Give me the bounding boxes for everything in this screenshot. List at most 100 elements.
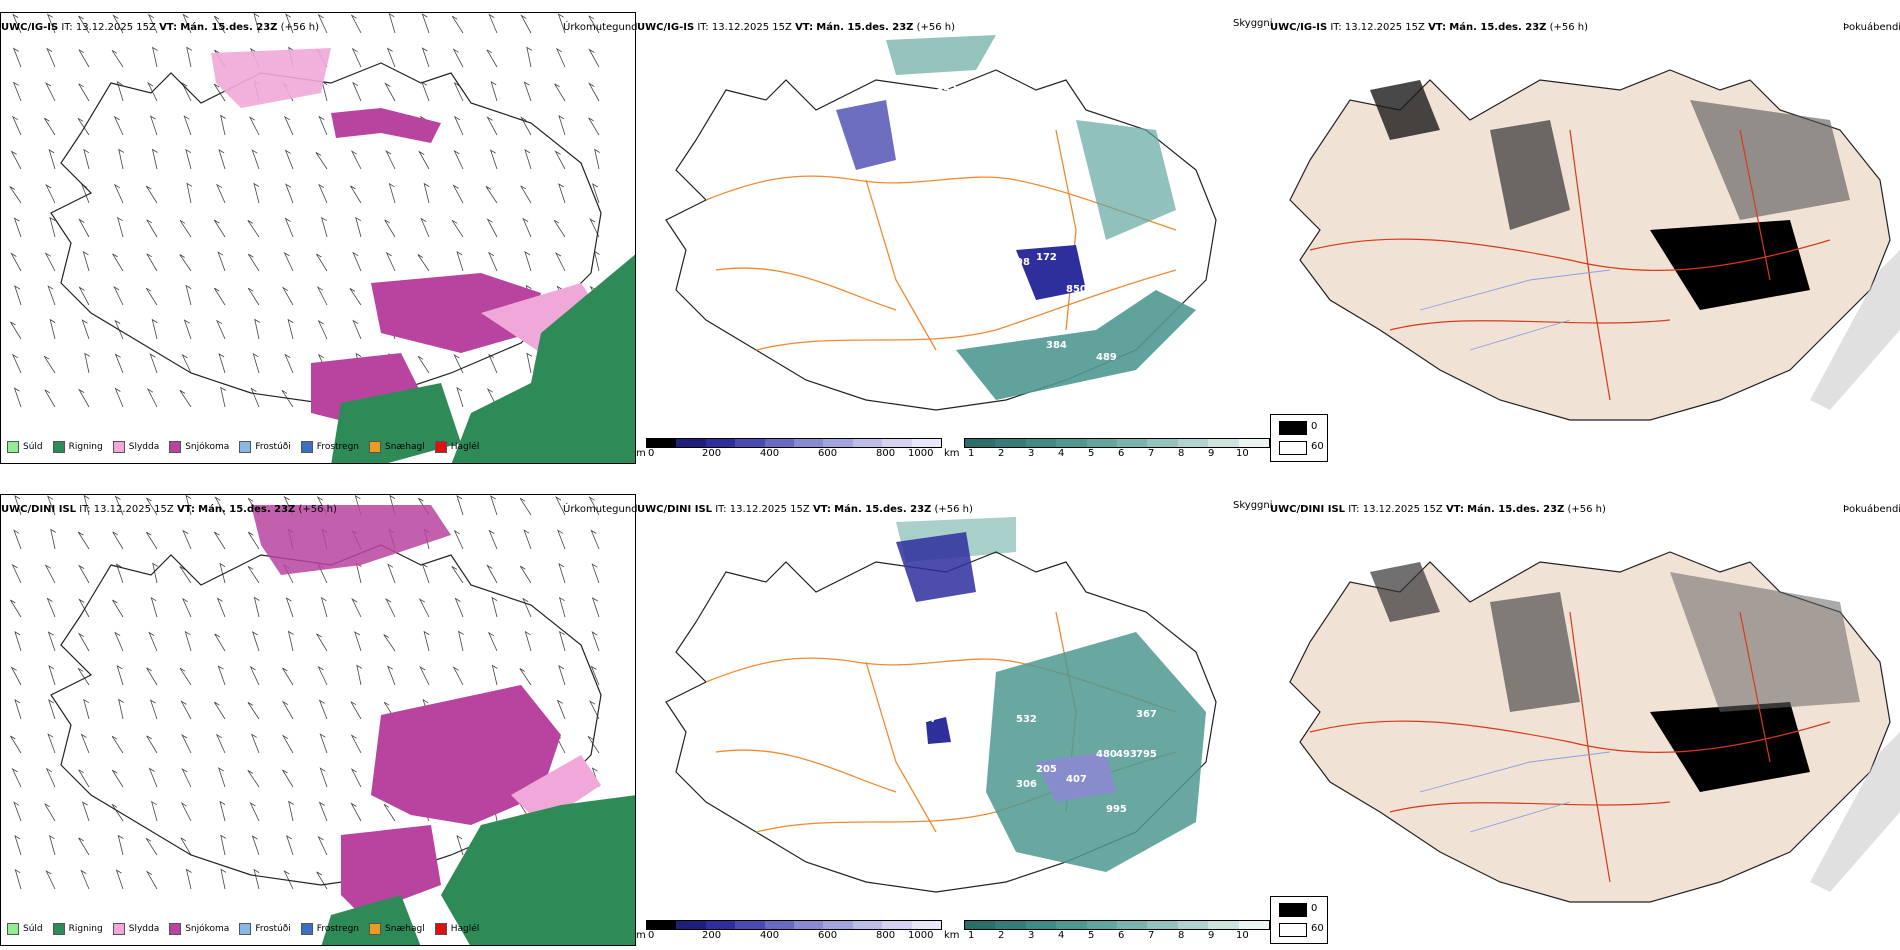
wind-barb [78,769,90,788]
vt-label: VT: [812,504,831,515]
visibility-value-label: 489 [1096,352,1117,363]
wind-barb [46,13,56,34]
legend-label: Frostúði [255,442,291,452]
wind-barb [588,117,600,136]
wind-barb [111,769,124,788]
wind-barb [385,150,396,170]
colorbar-segment [1117,439,1148,447]
wind-barb [148,631,158,652]
lead-time: (+56 h) [934,504,973,515]
wind-barb [114,631,124,652]
wind-barb [14,699,22,720]
wind-barb [220,386,226,408]
wind-barb [216,597,226,618]
wind-barb [149,115,158,136]
wind-barb [519,497,532,516]
wind-barb [220,868,227,890]
fog-dark [1490,120,1570,230]
wind-barb [247,253,260,272]
wind-barb [214,633,226,652]
legend-item: Súld [7,923,43,935]
wind-barb [150,596,158,618]
tick-label: 7 [1148,448,1155,459]
visibility-value-label: 407 [1066,774,1087,785]
wind-barb [519,668,532,686]
wind-barb [145,287,158,306]
wind-barb [317,835,328,856]
wind-barb [14,631,22,652]
wind-barb [555,496,566,516]
wind-barb [253,596,260,618]
visibility-value-label: 480 [1096,749,1117,760]
wind-barb [112,14,124,34]
wind-barb [421,563,430,584]
wind-barb [14,835,22,856]
blue-low-vis [1036,752,1116,802]
tick-label: 0 [648,448,655,459]
visibility-value-label: 493 [1116,749,1137,760]
teal-low-vis [1076,120,1176,240]
legend-item: Frostúði [239,923,291,935]
wind-barb [44,803,56,822]
colorbar-segment [794,439,824,447]
wind-barb [77,632,90,652]
colorbar-segment [705,921,736,929]
wind-barb [185,495,192,516]
wind-barb [355,216,362,238]
colorbar-segment [965,921,996,929]
wind-barb [49,216,56,238]
wind-barb [524,630,532,652]
wind-barb [417,355,430,374]
wind-barb [249,801,260,822]
colorbar-segment [1025,921,1057,929]
wind-barb [147,82,158,102]
wind-barb [115,869,124,890]
sleet-area [481,283,601,353]
wind-barb [420,217,430,238]
wind-barb [588,496,600,516]
wind-barb [253,868,260,890]
wind-barb [452,666,464,686]
snow-area [311,353,421,423]
tick-label: 3 [1028,930,1035,941]
wind-barb [383,634,396,652]
wind-barb [281,734,294,754]
wind-barb [147,13,158,34]
fog-map-top [1289,69,1900,421]
wind-barb [213,83,226,102]
colorbar-segment [647,439,677,447]
snow-area [371,685,561,825]
wind-barb [419,665,430,686]
wind-barb [454,597,464,618]
wind-barb [417,254,430,272]
wind-barb [288,800,294,822]
wind-barb [10,666,22,686]
legend-item: Snjókoma [169,441,229,453]
wind-barb [112,531,124,550]
wind-barb [217,251,226,272]
wind-barb [44,252,56,272]
tick-label: 2 [998,930,1005,941]
wind-barb [558,563,566,584]
wind-barb [247,220,260,238]
wind-barb [185,148,192,170]
wind-barb [388,13,396,34]
wind-barb [82,250,90,272]
wind-barb [453,115,464,136]
wind-barb [423,630,430,652]
wind-barb [220,834,227,856]
wind-barb [558,665,566,686]
wind-barb [590,529,600,550]
wind-barb [13,387,22,408]
wind-barb [593,250,600,272]
wind-barb [111,49,124,68]
panel-title: Úrkomutegund [563,22,638,33]
wind-barb [284,149,294,170]
blue-low-vis [896,532,976,602]
tick-label: 10 [1236,930,1249,941]
wind-barb [179,566,192,584]
colorbar-segment [995,921,1026,929]
wind-barb [387,665,396,686]
wind-barb [554,83,566,102]
legend-label: Haglél [450,924,480,934]
